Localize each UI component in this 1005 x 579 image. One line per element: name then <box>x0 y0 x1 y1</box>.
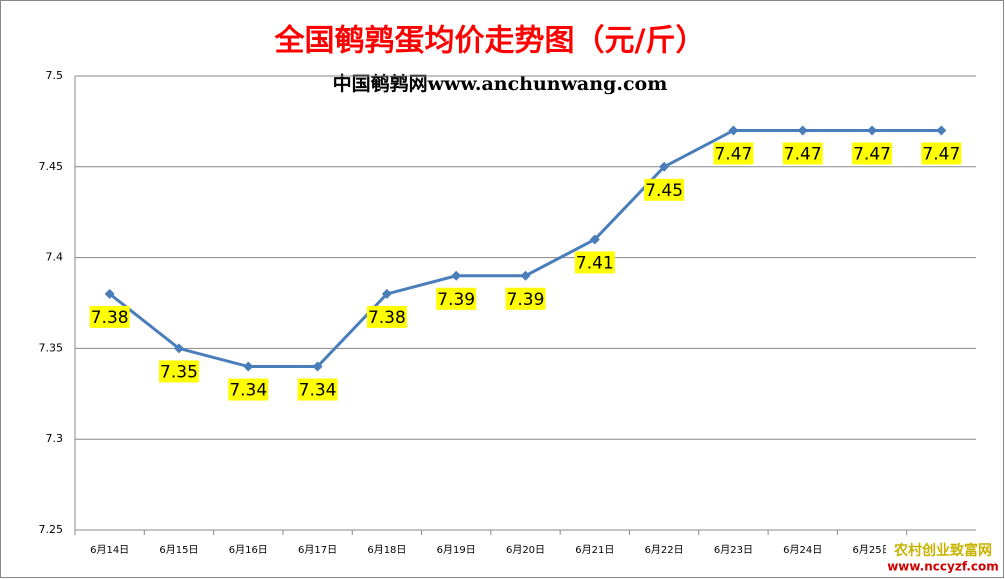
value-label: 7.38 <box>366 305 407 328</box>
x-tick-label: 6月24日 <box>783 544 822 556</box>
y-tick-label: 7.5 <box>46 69 64 82</box>
value-label: 7.39 <box>436 287 477 310</box>
marker <box>243 361 254 372</box>
marker <box>104 288 115 299</box>
value-label-bg <box>713 142 754 165</box>
watermark: 农村创业致富网 <box>893 542 992 559</box>
value-label-text: 7.35 <box>160 362 198 382</box>
chart-title: 全国鹌鹑蛋均价走势图（元/斤） <box>274 24 706 59</box>
value-label: 7.38 <box>89 305 130 328</box>
value-label-text: 7.34 <box>229 381 267 401</box>
value-label-text: 7.41 <box>576 253 614 273</box>
x-tick-label: 6月25日 <box>852 544 891 556</box>
watermark: www.nccyzf.com <box>887 560 999 574</box>
value-label-bg <box>921 142 962 165</box>
y-tick-label: 7.45 <box>39 160 64 173</box>
value-label-bg <box>366 305 407 328</box>
x-tick-label: 6月15日 <box>159 544 198 556</box>
value-label: 7.34 <box>228 378 269 401</box>
value-label-bg <box>505 287 546 310</box>
value-label-bg <box>89 305 130 328</box>
marker <box>520 270 531 281</box>
marker <box>451 270 462 281</box>
value-label-bg <box>644 178 685 201</box>
chart-subtitle: 中国鹌鹑网www.anchunwang.com <box>333 72 668 95</box>
marker <box>173 343 184 354</box>
value-label-text: 7.47 <box>922 144 960 164</box>
marker <box>936 125 947 136</box>
marker <box>728 125 739 136</box>
marker <box>589 234 600 245</box>
value-label-text: 7.39 <box>437 290 475 310</box>
value-label: 7.47 <box>852 142 893 165</box>
value-label-bg <box>228 378 269 401</box>
y-tick-label: 7.25 <box>39 523 64 536</box>
value-label-bg <box>852 142 893 165</box>
value-label: 7.45 <box>644 178 685 201</box>
value-label-text: 7.47 <box>784 144 822 164</box>
marker <box>797 125 808 136</box>
marker <box>381 288 392 299</box>
marker <box>312 361 323 372</box>
value-label: 7.47 <box>782 142 823 165</box>
x-tick-label: 6月22日 <box>645 544 684 556</box>
x-tick-label: 6月19日 <box>437 544 476 556</box>
x-tick-label: 6月16日 <box>229 544 268 556</box>
x-tick-label: 6月20日 <box>506 544 545 556</box>
x-tick-label: 6月21日 <box>575 544 614 556</box>
value-label-bg <box>158 360 199 383</box>
y-tick-label: 7.35 <box>39 341 64 354</box>
value-label: 7.34 <box>297 378 338 401</box>
value-label: 7.39 <box>505 287 546 310</box>
value-label-text: 7.39 <box>507 290 545 310</box>
watermark-bg <box>886 540 1000 574</box>
value-label-text: 7.38 <box>368 308 406 328</box>
value-label: 7.47 <box>921 142 962 165</box>
x-tick-label: 6月18日 <box>367 544 406 556</box>
value-label: 7.41 <box>574 251 615 274</box>
x-tick-label: 6月14日 <box>90 544 129 556</box>
y-tick-label: 7.4 <box>46 251 64 264</box>
value-label: 7.35 <box>158 360 199 383</box>
value-label-text: 7.38 <box>91 308 129 328</box>
x-tick-label: 6月23日 <box>714 544 753 556</box>
value-label-bg <box>782 142 823 165</box>
value-label-text: 7.34 <box>299 381 337 401</box>
value-label-text: 7.47 <box>714 144 752 164</box>
marker <box>867 125 878 136</box>
x-tick-label: 6月17日 <box>298 544 337 556</box>
value-label-bg <box>436 287 477 310</box>
value-label: 7.47 <box>713 142 754 165</box>
y-tick-label: 7.3 <box>46 432 64 445</box>
value-label-bg <box>297 378 338 401</box>
marker <box>659 161 670 172</box>
value-label-bg <box>574 251 615 274</box>
value-label-text: 7.47 <box>853 144 891 164</box>
value-label-text: 7.45 <box>645 181 683 201</box>
